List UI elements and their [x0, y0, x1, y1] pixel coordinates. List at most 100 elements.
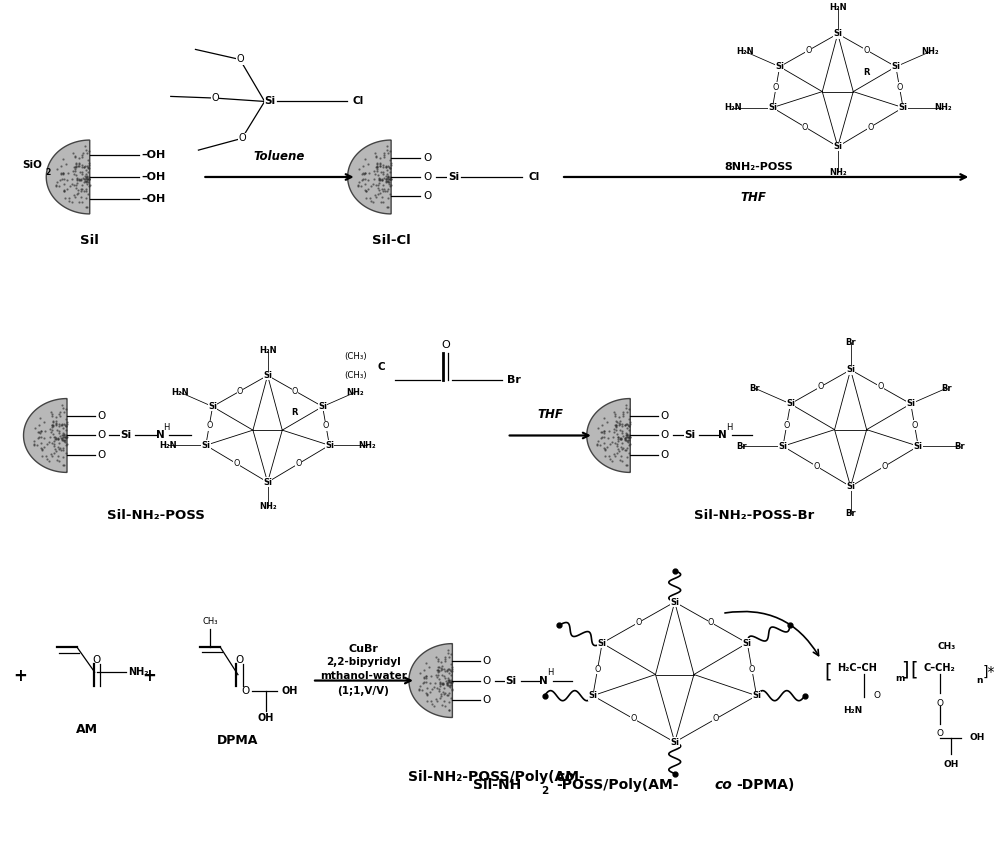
- Text: H₂N: H₂N: [171, 388, 189, 397]
- Text: co: co: [420, 770, 574, 784]
- Text: O: O: [292, 386, 298, 396]
- Text: O: O: [441, 340, 450, 350]
- Text: Br: Br: [845, 339, 856, 347]
- Text: CuBr: CuBr: [349, 644, 378, 654]
- Text: Cl: Cl: [353, 97, 364, 107]
- Text: H₂C–CH: H₂C–CH: [838, 663, 877, 673]
- Text: O: O: [635, 618, 642, 627]
- Text: R: R: [863, 69, 870, 77]
- Text: Si: Si: [670, 597, 679, 606]
- Text: H₂N: H₂N: [737, 47, 754, 56]
- Text: Br: Br: [941, 384, 952, 393]
- Text: O: O: [911, 420, 918, 429]
- Text: mthanol-water: mthanol-water: [320, 672, 407, 681]
- Text: [: [: [824, 662, 832, 682]
- Text: -POSS/Poly(AM-: -POSS/Poly(AM-: [556, 778, 679, 793]
- Text: Si: Si: [775, 62, 784, 71]
- Text: H: H: [164, 423, 170, 432]
- Text: O: O: [712, 714, 719, 723]
- Text: Sil-Cl: Sil-Cl: [372, 235, 410, 247]
- Text: O: O: [93, 655, 101, 665]
- Text: O: O: [483, 656, 491, 667]
- Polygon shape: [348, 140, 391, 214]
- Text: O: O: [236, 54, 244, 64]
- Polygon shape: [46, 140, 90, 214]
- Text: Si: Si: [752, 691, 761, 700]
- Text: Sil-NH₂-POSS/Poly(AM-: Sil-NH₂-POSS/Poly(AM-: [408, 770, 585, 784]
- Text: Si: Si: [588, 691, 597, 700]
- Text: H₂N: H₂N: [843, 706, 862, 715]
- Text: Si: Si: [891, 62, 900, 71]
- Text: NH₂: NH₂: [346, 388, 364, 397]
- Text: O: O: [594, 665, 601, 674]
- Text: O: O: [936, 699, 943, 708]
- Text: Sil-NH: Sil-NH: [473, 778, 521, 793]
- Text: NH₂: NH₂: [829, 168, 847, 177]
- Text: H₂N: H₂N: [724, 103, 741, 112]
- Text: O: O: [237, 386, 243, 396]
- Text: Sil: Sil: [80, 235, 99, 247]
- Text: 2: 2: [45, 169, 51, 177]
- Text: –OH: –OH: [142, 172, 166, 182]
- Text: H₂N: H₂N: [259, 346, 276, 356]
- Polygon shape: [587, 399, 630, 473]
- Text: O: O: [817, 382, 824, 391]
- Text: Si: Si: [743, 639, 752, 648]
- Text: co: co: [714, 778, 732, 793]
- Text: H₂N: H₂N: [159, 440, 177, 450]
- Text: DPMA: DPMA: [217, 734, 259, 748]
- Text: O: O: [802, 123, 808, 131]
- Polygon shape: [409, 644, 452, 717]
- Text: THF: THF: [741, 191, 767, 203]
- Text: Si: Si: [846, 482, 855, 491]
- Text: O: O: [424, 191, 432, 202]
- Text: O: O: [864, 46, 870, 55]
- Text: Si: Si: [778, 441, 787, 451]
- Text: O: O: [773, 83, 779, 91]
- Text: Br: Br: [954, 441, 965, 451]
- Text: O: O: [238, 133, 246, 143]
- Text: Br: Br: [750, 384, 760, 393]
- Text: +: +: [14, 667, 28, 685]
- Text: Toluene: Toluene: [254, 150, 305, 163]
- Text: O: O: [97, 450, 106, 460]
- Text: CH₃: CH₃: [203, 617, 218, 626]
- Text: O: O: [784, 420, 790, 429]
- Text: O: O: [874, 691, 881, 700]
- Text: Si: Si: [208, 402, 217, 411]
- Text: –OH: –OH: [142, 150, 166, 160]
- Text: Br: Br: [507, 375, 521, 385]
- Text: Br: Br: [845, 509, 856, 518]
- Text: O: O: [234, 459, 240, 468]
- Polygon shape: [24, 399, 67, 473]
- Text: O: O: [878, 382, 884, 391]
- Text: +: +: [142, 667, 156, 685]
- Text: NH₂: NH₂: [921, 47, 939, 56]
- Text: Si: Si: [448, 172, 459, 182]
- Text: H₂N: H₂N: [829, 3, 847, 13]
- Text: O: O: [661, 430, 669, 440]
- Text: Cl: Cl: [529, 172, 540, 182]
- Text: THF: THF: [537, 408, 563, 421]
- Text: OH: OH: [969, 734, 985, 742]
- Text: -DPMA): -DPMA): [736, 778, 794, 793]
- Text: Si: Si: [906, 399, 915, 408]
- Text: Si: Si: [121, 430, 132, 440]
- Text: O: O: [424, 152, 432, 163]
- Text: Br: Br: [736, 441, 747, 451]
- Text: N: N: [539, 676, 548, 685]
- Text: O: O: [206, 422, 212, 430]
- Text: NH₂: NH₂: [128, 667, 148, 677]
- Text: m: m: [895, 674, 905, 684]
- Text: Si: Si: [670, 738, 679, 747]
- Text: Si: Si: [833, 142, 842, 151]
- Text: (1;1,V/V): (1;1,V/V): [338, 685, 389, 695]
- Text: Si: Si: [833, 30, 842, 38]
- Text: O: O: [97, 411, 106, 421]
- Text: NH₂: NH₂: [259, 502, 276, 511]
- Text: Si: Si: [786, 399, 795, 408]
- Text: Si: Si: [263, 371, 272, 380]
- Text: O: O: [867, 123, 874, 131]
- Text: (CH₃): (CH₃): [344, 352, 367, 361]
- Text: O: O: [97, 430, 106, 440]
